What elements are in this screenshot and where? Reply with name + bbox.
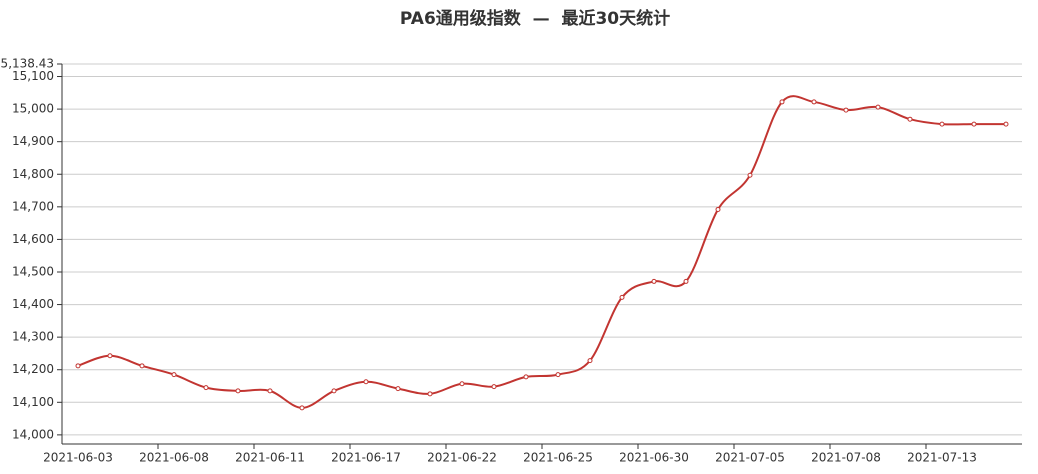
y-tick-label: 14,100	[12, 395, 54, 409]
point	[459, 381, 465, 387]
point	[75, 363, 81, 369]
point	[779, 99, 785, 105]
point	[491, 384, 497, 390]
point	[171, 372, 177, 378]
point	[139, 363, 145, 369]
point	[299, 405, 305, 411]
point	[907, 116, 913, 122]
point	[715, 206, 721, 212]
x-tick-label: 2021-06-08	[139, 451, 209, 465]
x-tick-label: 2021-06-30	[619, 451, 689, 465]
y-tick-label: 14,800	[12, 167, 54, 181]
point	[203, 385, 209, 391]
y-tick-label: 14,700	[12, 199, 54, 213]
y-tick-label: 14,300	[12, 330, 54, 344]
point	[523, 374, 529, 380]
x-tick-label: 2021-06-17	[331, 451, 401, 465]
y-tick-label: 14,400	[12, 297, 54, 311]
y-tick-label: 14,500	[12, 264, 54, 278]
y-tick-label: 15,100	[12, 69, 54, 83]
point	[939, 121, 945, 127]
point	[427, 391, 433, 397]
x-tick-label: 2021-06-22	[427, 451, 497, 465]
point	[107, 353, 113, 359]
point	[971, 121, 977, 127]
point	[619, 294, 625, 300]
x-tick-label: 2021-07-05	[715, 451, 785, 465]
x-tick-label: 2021-07-08	[811, 451, 881, 465]
point	[1003, 121, 1009, 127]
point	[843, 107, 849, 113]
point	[587, 358, 593, 364]
point	[811, 99, 817, 105]
y-tick-label: 15,138.43	[0, 57, 54, 71]
x-tick-label: 2021-07-13	[907, 451, 977, 465]
x-tick-label: 2021-06-25	[523, 451, 593, 465]
y-tick-label: 14,200	[12, 362, 54, 376]
point	[651, 278, 657, 284]
y-tick-label: 14,600	[12, 232, 54, 246]
point	[363, 379, 369, 385]
chart-title: PA6通用级指数 — 最近30天统计	[400, 8, 670, 29]
point	[683, 278, 689, 284]
y-tick-label: 14,000	[12, 427, 54, 441]
point	[555, 372, 561, 378]
point	[235, 388, 241, 394]
y-tick-label: 14,900	[12, 134, 54, 148]
x-tick-label: 2021-06-03	[43, 451, 113, 465]
point	[747, 172, 753, 178]
point	[395, 386, 401, 392]
line	[77, 95, 1006, 409]
point	[267, 388, 273, 394]
y-tick-label: 15,000	[12, 102, 54, 116]
point	[875, 104, 881, 110]
point	[331, 388, 337, 394]
x-tick-label: 2021-06-11	[235, 451, 305, 465]
